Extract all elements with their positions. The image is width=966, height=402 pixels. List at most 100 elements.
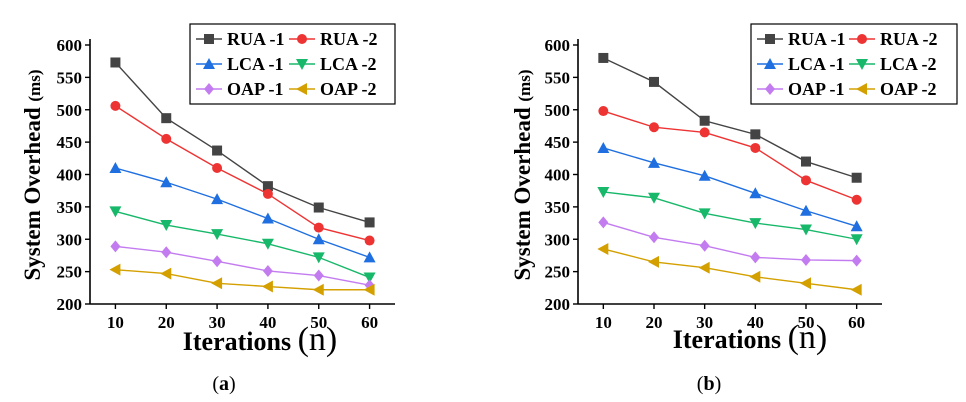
y-tick-label: 300 [57,230,83,249]
legend-label: RUA -1 [227,29,285,49]
legend-marker [765,34,775,44]
y-tick-label: 600 [545,36,571,55]
y-tick-label: 600 [57,36,83,55]
data-point [749,187,762,199]
data-point [649,76,659,87]
legend-marker [856,83,867,95]
legend-label: LCA -2 [320,54,377,74]
data-point [312,233,325,245]
x-tick-label: 40 [747,313,764,332]
series-rua-1 [598,52,862,183]
data-point [363,272,376,284]
data-point [212,255,223,268]
y-axis-title-text: System Overhead [510,102,535,281]
x-axis-title: Iterations (n) [673,319,827,356]
legend-label: OAP -2 [320,79,377,99]
data-point [261,238,274,250]
y-tick-label: 450 [545,133,571,152]
chart-panel-a: 200 250 300 350 400 450 500 550 600 10 20 30 40 50 60 S… [20,23,396,395]
x-axis-unit: (n) [298,321,338,358]
data-point [598,216,609,229]
series-line [115,105,370,242]
y-tick-label: 200 [545,295,571,314]
legend-label: LCA -2 [880,54,937,74]
y-tick-label: 300 [545,230,571,249]
x-axis-unit: (n) [788,319,828,356]
legend: RUA -1 RUA -2 LCA -1 LCA -2 OAP -1 OAP -2 [750,23,958,105]
data-point [312,252,325,264]
y-axis-unit: (ms) [515,70,534,102]
data-point [850,283,862,296]
series-oap-1 [598,216,862,267]
panel-caption: (b) [697,373,721,395]
data-point [313,222,324,233]
caption-close: ) [715,373,722,395]
series-rua-1 [110,57,375,228]
data-point [649,231,659,244]
data-point [161,113,172,124]
data-point [109,206,122,218]
legend-marker [296,59,308,70]
legend-label: RUA -2 [880,29,938,49]
x-tick-label: 50 [310,313,327,332]
legend-marker [297,34,307,44]
data-point [750,129,761,140]
x-tick-label: 50 [798,313,815,332]
data-point [211,193,224,205]
data-point [313,269,324,282]
series-line [114,62,370,224]
y-tick-label: 550 [545,68,571,87]
data-point [648,156,660,168]
y-tick-label: 400 [545,166,571,185]
x-axis-title: Iterations (n) [183,321,337,358]
x-tick-label: 60 [848,313,865,332]
series-line [603,248,857,291]
series-oap-2 [597,242,862,296]
y-tick-label: 550 [57,68,83,87]
data-point [750,142,761,153]
y-tick-label: 500 [57,101,83,120]
data-point [851,194,862,205]
data-point [160,220,173,232]
caption-open: ( [697,373,704,395]
y-tick-label: 500 [545,101,571,120]
series-lca-2 [109,206,376,284]
y-tick-label: 400 [57,166,83,185]
data-point [262,181,273,192]
x-tick-label: 40 [259,313,276,332]
series-lca-1 [597,141,863,232]
caption-letter: b [703,373,714,395]
series-line [603,147,857,227]
y-tick-label: 200 [57,295,83,314]
data-point [363,283,375,296]
legend-marker [203,58,215,69]
legend-label: RUA -2 [320,29,378,49]
x-tick-label: 20 [158,313,175,332]
data-point [800,277,811,290]
data-point [699,115,710,126]
data-point [110,100,121,111]
y-tick-label: 350 [57,198,83,217]
y-axis-unit: (ms) [25,70,44,102]
legend: RUA -1 RUA -2 LCA -1 LCA -2 OAP -1 OAP -2 [189,23,396,105]
x-tick-label: 30 [696,313,713,332]
data-point [262,188,273,199]
data-point [110,240,121,253]
legend-marker [764,58,776,69]
series-lca-1 [109,162,376,263]
x-tick-label: 60 [361,313,378,332]
data-point [749,270,761,283]
data-point [649,122,659,133]
data-point [648,255,659,268]
data-point [261,280,273,293]
data-point [312,283,324,296]
legend-label: OAP -1 [788,79,845,99]
legend-label: OAP -1 [227,79,284,99]
data-point [110,57,121,68]
legend-label: OAP -2 [880,79,937,99]
data-point [699,127,710,138]
y-tick-label: 250 [57,263,83,282]
data-point [850,234,863,246]
legend-marker [204,34,214,44]
